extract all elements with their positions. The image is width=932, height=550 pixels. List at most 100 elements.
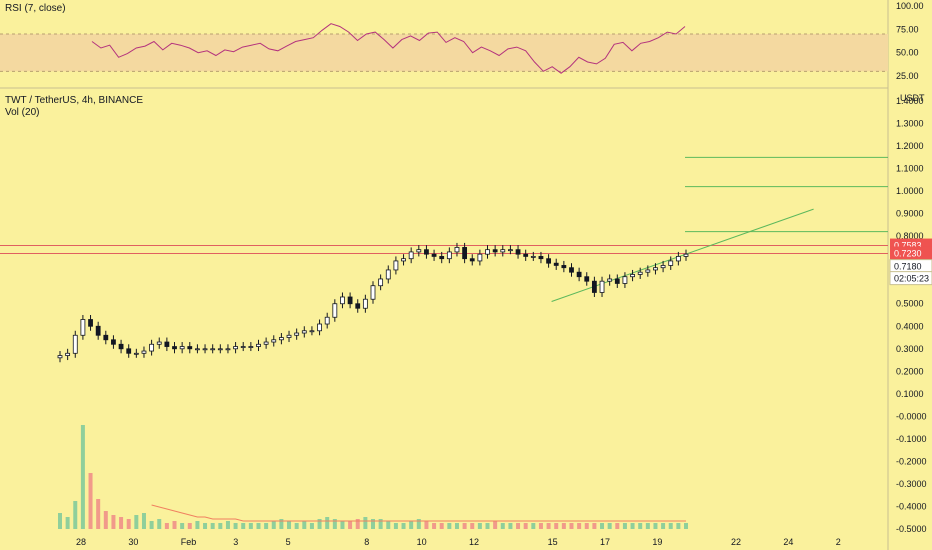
volume-bar: [561, 523, 566, 529]
candle-body: [240, 346, 246, 348]
volume-bar: [96, 499, 101, 529]
candle-body: [88, 319, 93, 327]
volume-bar: [203, 523, 208, 529]
x-tick-label: 5: [286, 537, 291, 547]
candle-body: [637, 271, 643, 275]
candle-body: [225, 348, 231, 351]
volume-bar: [103, 511, 108, 529]
candle-body: [149, 343, 155, 352]
candle-body: [469, 258, 475, 262]
price-tick-label: 0.2000: [896, 366, 924, 376]
rsi-tick-label: 75.00: [896, 24, 919, 34]
volume-bar: [630, 523, 635, 529]
volume-bar: [248, 523, 253, 529]
volume-bar: [454, 523, 459, 529]
candle-body: [408, 251, 414, 260]
volume-bar: [607, 523, 612, 529]
price-tick-label: -0.5000: [896, 524, 927, 534]
candle-body: [446, 251, 452, 260]
volume-title[interactable]: Vol (20): [5, 107, 40, 118]
volume-bar: [325, 517, 330, 529]
candle-body: [675, 256, 681, 262]
candle-body: [599, 280, 605, 293]
candle-body: [271, 339, 277, 343]
chart-title[interactable]: TWT / TetherUS, 4h, BINANCE: [5, 95, 144, 106]
price-tick-label: 0.4000: [896, 321, 924, 331]
candle-body: [653, 267, 658, 271]
price-tick-label: 0.5000: [896, 299, 924, 309]
candle-body: [118, 343, 124, 350]
price-tick-label: 1.0000: [896, 186, 924, 196]
price-tick-label: 0.3000: [896, 344, 924, 354]
price-tag-label: 02:05:23: [894, 274, 929, 284]
candle-body: [385, 269, 391, 280]
candle-body: [278, 337, 284, 341]
candle-body: [553, 262, 559, 266]
candle-body: [660, 265, 666, 269]
x-tick-label: 17: [600, 537, 610, 547]
volume-bar: [401, 523, 406, 529]
volume-bar: [516, 523, 521, 529]
volume-bar: [88, 473, 93, 529]
rsi-tick-label: 25.00: [896, 71, 919, 81]
candle-body: [65, 352, 71, 356]
volume-bar: [424, 521, 429, 529]
price-tick-label: 1.4000: [896, 96, 924, 106]
candle-body: [622, 276, 628, 284]
volume-bar: [546, 523, 551, 529]
volume-bar: [271, 521, 276, 529]
volume-bar: [439, 523, 444, 529]
volume-bar: [164, 523, 169, 529]
volume-bar: [569, 523, 574, 529]
x-tick-label: 30: [128, 537, 138, 547]
candle-body: [179, 346, 185, 350]
candle-body: [301, 330, 307, 334]
x-tick-label: 8: [364, 537, 369, 547]
candle-body: [614, 278, 620, 284]
volume-bar: [592, 523, 597, 529]
volume-bar: [661, 523, 666, 529]
candle-body: [362, 298, 368, 309]
volume-bar: [416, 519, 421, 529]
candle-body: [607, 278, 613, 282]
candle-body: [133, 352, 139, 355]
price-tag-label: 0.7180: [894, 262, 922, 272]
price-tick-label: 0.1000: [896, 389, 924, 399]
candle-body: [393, 260, 399, 271]
volume-bar: [645, 523, 650, 529]
volume-bar: [531, 523, 536, 529]
volume-bar: [600, 523, 605, 529]
candle-body: [370, 285, 376, 300]
candle-body: [202, 348, 208, 351]
price-tick-label: 1.1000: [896, 164, 924, 174]
candle-body: [347, 296, 353, 305]
price-tick-label: 0.8000: [896, 231, 924, 241]
rsi-title: RSI (7, close): [5, 3, 66, 14]
volume-bar: [409, 521, 414, 529]
candle-body: [500, 249, 506, 253]
candle-body: [317, 323, 322, 332]
volume-bar: [172, 521, 177, 529]
volume-bar: [225, 521, 230, 529]
volume-bar: [470, 523, 475, 529]
candle-body: [324, 316, 330, 325]
volume-bar: [584, 523, 589, 529]
volume-bar: [378, 519, 383, 529]
candle-body: [645, 269, 651, 273]
candle-body: [103, 334, 109, 341]
candle-body: [530, 256, 536, 258]
volume-bar: [195, 521, 200, 529]
price-tick-label: -0.1000: [896, 434, 927, 444]
volume-bar: [653, 523, 658, 529]
candle-body: [248, 346, 254, 348]
volume-bar: [622, 523, 627, 529]
volume-bar: [493, 521, 498, 529]
volume-bar: [111, 515, 116, 529]
candle-body: [378, 278, 384, 287]
candle-body: [538, 256, 544, 260]
candle-body: [210, 348, 216, 351]
price-tick-label: 0.9000: [896, 209, 924, 219]
volume-bar: [684, 523, 688, 529]
candle-body: [156, 341, 162, 345]
